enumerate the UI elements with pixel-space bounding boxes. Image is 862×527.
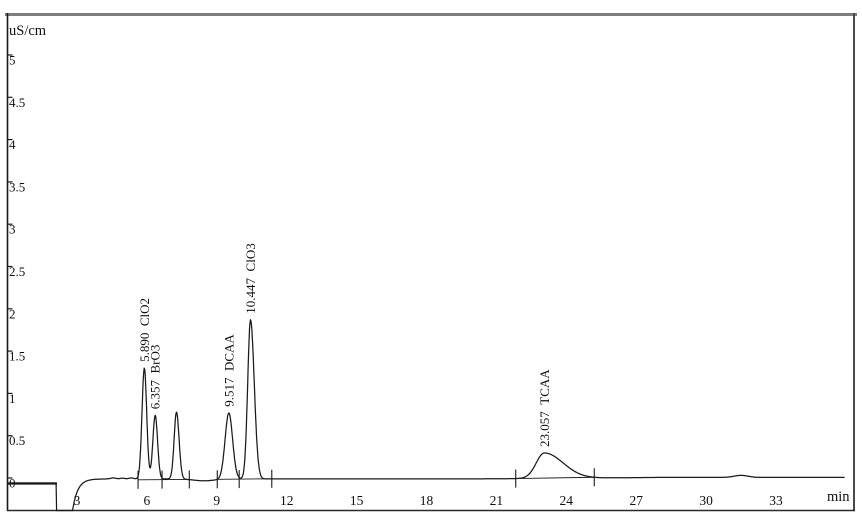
- y-tick-label: 3.5: [9, 179, 25, 194]
- y-axis-unit-label: uS/cm: [9, 23, 47, 39]
- y-tick-label: 4: [9, 137, 16, 152]
- peak-label: 23.057 TCAA: [537, 369, 552, 447]
- x-tick-label: 6: [144, 493, 151, 508]
- y-tick-label: 1.5: [9, 349, 25, 364]
- y-tick-label: 3: [9, 222, 16, 237]
- signal-trace: [7, 319, 845, 512]
- y-tick-label: 1: [9, 391, 16, 406]
- x-tick-label: 33: [769, 493, 783, 508]
- y-tick-label: 2: [9, 306, 16, 321]
- peak-label: 5.890 ClO2: [137, 298, 152, 362]
- x-tick-label: 21: [490, 493, 504, 508]
- x-axis-unit-label: min: [827, 489, 850, 505]
- conductivity-trace: [7, 319, 845, 512]
- x-tick-label: 24: [560, 493, 574, 508]
- peak-label: 9.517 DCAA: [221, 334, 236, 407]
- x-tick-label: 30: [699, 493, 713, 508]
- x-tick-label: 18: [420, 493, 434, 508]
- peak-label: 6.357 BrO3: [148, 345, 163, 410]
- x-tick-label: 15: [350, 493, 364, 508]
- y-tick-label: 0.5: [9, 433, 25, 448]
- peak-label: 10.447 ClO3: [243, 243, 258, 313]
- integration-baseline: [515, 476, 595, 480]
- y-tick-label: 5: [9, 53, 16, 68]
- x-tick-label: 9: [213, 493, 220, 508]
- x-tick-label: 12: [280, 493, 294, 508]
- y-tick-label: 2.5: [9, 264, 25, 279]
- x-tick-label: 27: [629, 493, 643, 508]
- x-tick-label: 3: [74, 493, 81, 508]
- y-tick-label: 4.5: [9, 95, 25, 110]
- chart-frame: [5, 13, 857, 512]
